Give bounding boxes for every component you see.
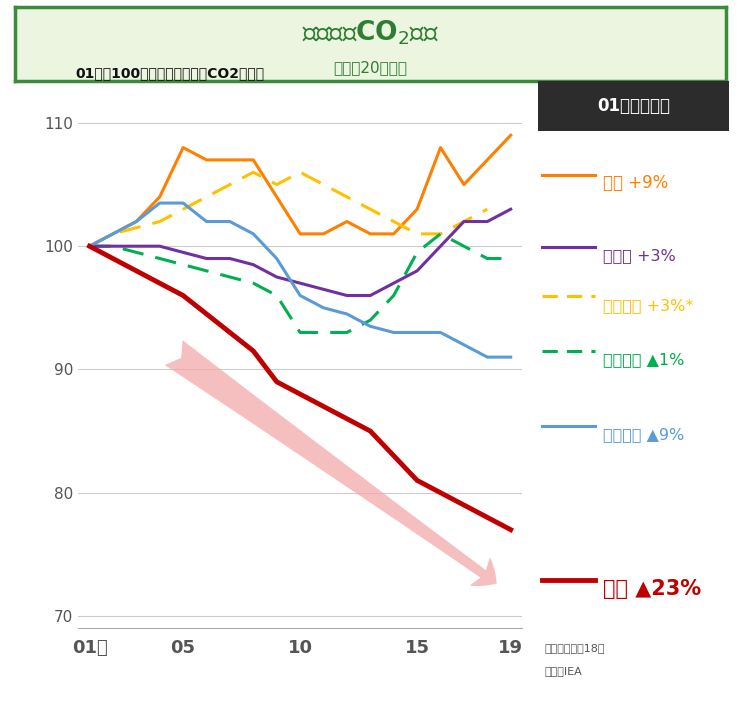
Text: 出典：IEA: 出典：IEA bbox=[545, 666, 582, 676]
Text: ＊オランダは18年: ＊オランダは18年 bbox=[545, 644, 605, 654]
Text: 日本 ▲23%: 日本 ▲23% bbox=[603, 578, 701, 599]
Text: 自動車のCO$_2$削減: 自動車のCO$_2$削減 bbox=[302, 18, 439, 47]
Text: （過去20年間）: （過去20年間） bbox=[333, 60, 408, 75]
Text: 01年＝100とした保有全体のCO2排出量: 01年＝100とした保有全体のCO2排出量 bbox=[76, 66, 265, 80]
Text: イギリス ▲9%: イギリス ▲9% bbox=[603, 427, 684, 442]
Text: オランダ +3%*: オランダ +3%* bbox=[603, 298, 694, 312]
Text: フランス ▲1%: フランス ▲1% bbox=[603, 352, 685, 367]
Text: 米国 +9%: 米国 +9% bbox=[603, 175, 668, 192]
Text: ドイツ +3%: ドイツ +3% bbox=[603, 248, 676, 263]
Text: 01年との比較: 01年との比較 bbox=[597, 97, 670, 115]
